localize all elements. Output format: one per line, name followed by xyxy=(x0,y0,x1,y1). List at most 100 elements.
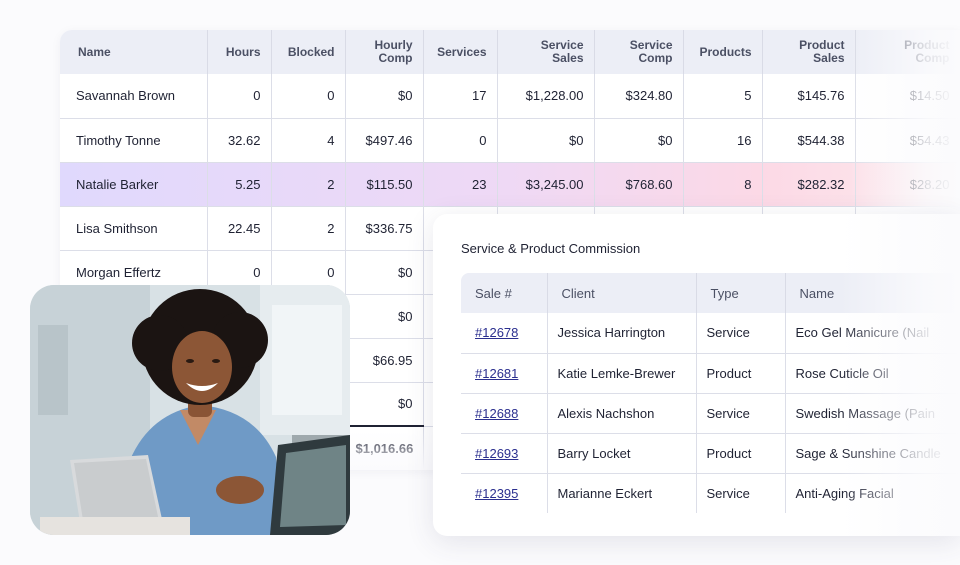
item-name-cell: Sage & Sunshine Candle xyxy=(785,433,960,474)
employee-name-cell: Natalie Barker xyxy=(60,162,208,207)
column-header[interactable]: Hourly Comp xyxy=(345,30,424,74)
column-header-label: Products xyxy=(699,44,752,59)
column-header[interactable]: Product Comp xyxy=(855,30,960,74)
table-cell: 8 xyxy=(683,162,763,207)
item-name-cell: Swedish Massage (Pain xyxy=(785,393,960,434)
type-cell: Service xyxy=(696,313,786,354)
column-header[interactable]: Service Comp xyxy=(594,30,684,74)
column-header[interactable]: Product Sales xyxy=(762,30,856,74)
table-cell: $0 xyxy=(345,382,424,427)
table-cell: 0 xyxy=(423,118,498,163)
type-cell: Service xyxy=(696,393,786,434)
payroll-header-row: Name Hours Blocked Hourly Comp Services Servic… xyxy=(60,30,960,74)
table-cell: $14.50 xyxy=(855,74,960,119)
table-row[interactable]: #12693 Barry Locket Product Sage & Sunshine… xyxy=(461,433,960,474)
column-header-label: Comp xyxy=(378,51,413,65)
column-header[interactable]: Sale # xyxy=(461,273,548,313)
type-cell: Product xyxy=(696,433,786,474)
sale-number-link[interactable]: #12681 xyxy=(475,365,519,381)
column-header[interactable]: Name xyxy=(60,30,208,74)
item-name-cell: Eco Gel Manicure (Nail xyxy=(785,313,960,354)
table-cell: 2 xyxy=(271,206,346,251)
table-row[interactable]: #12395 Marianne Eckert Service Anti-Aging F… xyxy=(461,473,960,513)
column-header[interactable]: Products xyxy=(683,30,763,74)
table-cell: $282.32 xyxy=(762,162,856,207)
type-cell: Service xyxy=(696,473,786,513)
table-cell: 22.45 xyxy=(207,206,272,251)
column-header-label: Sales xyxy=(552,51,584,65)
table-cell: $324.80 xyxy=(594,74,684,119)
employee-name-cell: Savannah Brown xyxy=(60,74,208,119)
table-cell: $0 xyxy=(497,118,595,163)
table-cell: $544.38 xyxy=(762,118,856,163)
woman-laptop-photo xyxy=(30,285,350,535)
column-header-label: Services xyxy=(437,44,487,59)
column-header-label: Product xyxy=(799,38,845,52)
column-header[interactable]: Client xyxy=(547,273,697,313)
column-header[interactable]: Name xyxy=(785,273,960,313)
table-cell: $336.75 xyxy=(345,206,424,251)
sale-number-cell: #12688 xyxy=(461,393,548,434)
sale-number-cell: #12681 xyxy=(461,353,548,394)
table-cell: 4 xyxy=(271,118,346,163)
table-cell: 0 xyxy=(271,74,346,119)
client-cell: Jessica Harrington xyxy=(547,313,697,354)
table-cell: 0 xyxy=(207,74,272,119)
table-cell: $54.43 xyxy=(855,118,960,163)
column-header[interactable]: Hours xyxy=(207,30,272,74)
table-cell: $0 xyxy=(594,118,684,163)
column-header[interactable]: Blocked xyxy=(271,30,346,74)
table-row[interactable]: #12681 Katie Lemke-Brewer Product Rose Cuti… xyxy=(461,353,960,394)
column-header[interactable]: Service Sales xyxy=(497,30,595,74)
sale-number-link[interactable]: #12395 xyxy=(475,485,519,501)
table-row[interactable]: Timothy Tonne 32.62 4 $497.46 0 $0 $0 16 $544.38… xyxy=(60,118,960,163)
type-cell: Product xyxy=(696,353,786,394)
column-header-label: Service xyxy=(629,38,673,52)
table-row[interactable]: #12688 Alexis Nachshon Service Swedish Mass… xyxy=(461,393,960,434)
sale-number-link[interactable]: #12678 xyxy=(475,325,519,341)
column-header-label: Sales xyxy=(813,51,845,65)
sale-number-link[interactable]: #12693 xyxy=(475,445,519,461)
column-header-label: Product xyxy=(904,38,950,52)
column-header-label: Hourly xyxy=(374,38,413,52)
column-header-label: Comp xyxy=(638,51,673,65)
table-cell: 5 xyxy=(683,74,763,119)
table-cell: 5.25 xyxy=(207,162,272,207)
table-row[interactable]: Natalie Barker 5.25 2 $115.50 23 $3,245.00 $76… xyxy=(60,162,960,207)
table-cell: 2 xyxy=(271,162,346,207)
table-cell: 32.62 xyxy=(207,118,272,163)
table-cell: $0 xyxy=(345,74,424,119)
commission-header-row: Sale # Client Type Name xyxy=(461,273,960,313)
table-cell: $66.95 xyxy=(345,338,424,383)
table-row[interactable]: #12678 Jessica Harrington Service Eco Gel M… xyxy=(461,313,960,354)
sale-number-cell: #12395 xyxy=(461,473,548,513)
commission-table: Sale # Client Type Name #12678 Jessica Harri… xyxy=(461,273,960,513)
column-header-label: Blocked xyxy=(287,44,335,59)
sale-number-link[interactable]: #12688 xyxy=(475,405,519,421)
table-cell: 17 xyxy=(423,74,498,119)
commission-title: Service & Product Commission xyxy=(461,241,641,256)
client-cell: Katie Lemke-Brewer xyxy=(547,353,697,394)
table-cell: $115.50 xyxy=(345,162,424,207)
column-header-label: Service xyxy=(540,38,584,52)
column-header-label: Hours xyxy=(225,44,261,59)
column-header-label: Name xyxy=(78,44,111,59)
column-header[interactable]: Services xyxy=(423,30,498,74)
item-name-cell: Anti-Aging Facial xyxy=(795,485,894,501)
table-cell: $3,245.00 xyxy=(497,162,595,207)
table-cell: $1,228.00 xyxy=(497,74,595,119)
item-name-cell: Rose Cuticle Oil xyxy=(785,353,960,394)
table-row[interactable]: Savannah Brown 0 0 $0 17 $1,228.00 $324.80 5 $14… xyxy=(60,74,960,119)
column-header[interactable]: Type xyxy=(696,273,786,313)
client-cell: Alexis Nachshon xyxy=(547,393,697,434)
table-cell: $0 xyxy=(345,250,424,295)
table-cell: $768.60 xyxy=(594,162,684,207)
client-cell: Marianne Eckert xyxy=(547,473,697,513)
table-cell: $497.46 xyxy=(345,118,424,163)
employee-name-cell: Timothy Tonne xyxy=(60,118,208,163)
sale-number-cell: #12678 xyxy=(461,313,548,354)
table-cell: $1,016.66 xyxy=(345,425,424,470)
column-header-label: Comp xyxy=(915,51,950,65)
commission-card: Service & Product Commission Sale # Clien… xyxy=(433,214,960,536)
table-cell: $28.20 xyxy=(855,162,960,207)
